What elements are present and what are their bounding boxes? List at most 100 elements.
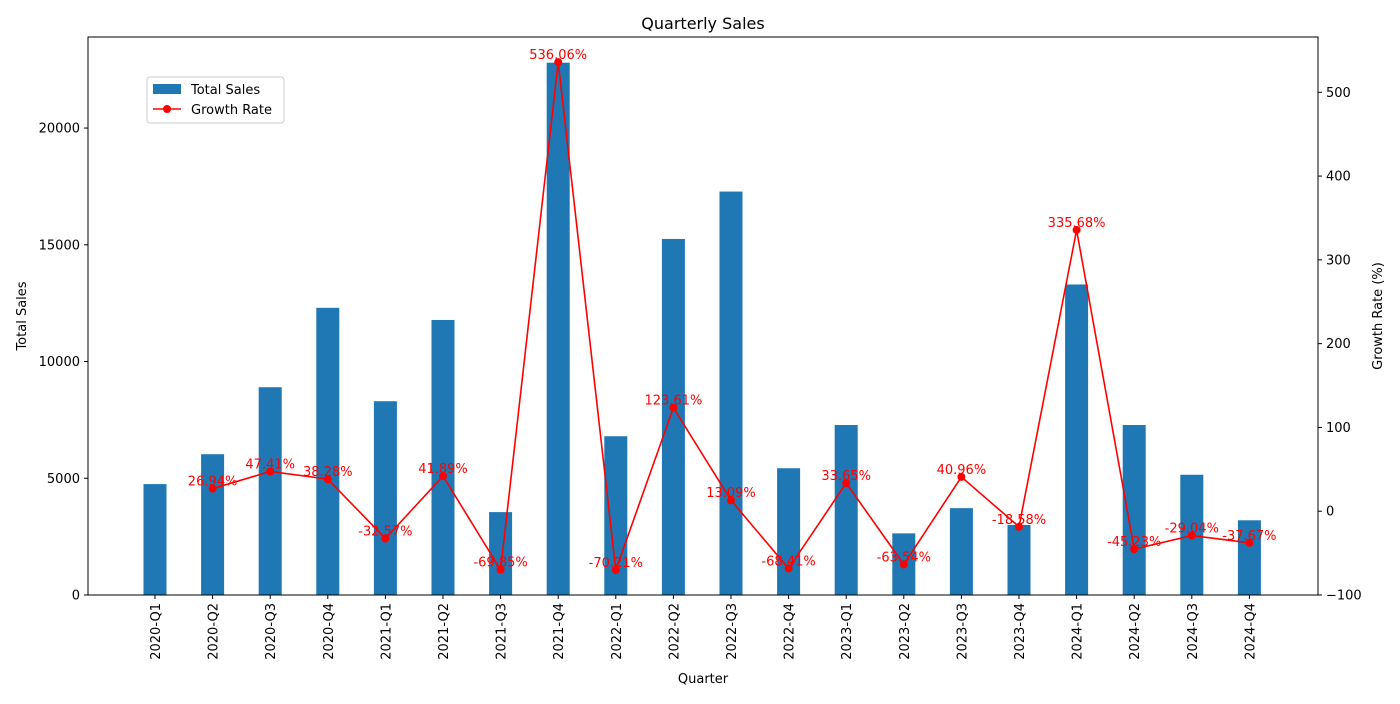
y-left-tick-label: 0 [72, 589, 80, 604]
growth-point [554, 58, 563, 67]
bar [777, 468, 801, 595]
legend-bar-swatch [153, 84, 181, 94]
axes-layer: 0 5000 10000 15000 20000 −100 0 100 200 300 400 500… [39, 36, 1362, 660]
data-label: -70.21% [589, 556, 643, 571]
legend: Total Sales Growth Rate [146, 76, 285, 124]
bar [1007, 524, 1031, 595]
bar [258, 387, 282, 595]
x-tick-label: 2022-Q1 [610, 603, 625, 660]
growth-point [669, 403, 678, 412]
bar [719, 191, 743, 595]
growth-point [381, 534, 390, 543]
bar [431, 319, 455, 595]
growth-point [784, 564, 793, 573]
bar [1065, 284, 1089, 595]
y-right-tick-label: 400 [1326, 170, 1351, 185]
bars-layer [143, 62, 1261, 595]
growth-point [842, 479, 851, 488]
growth-point [1187, 531, 1196, 540]
growth-point [1015, 522, 1023, 531]
data-label: 47.41% [245, 457, 295, 472]
bar [316, 307, 340, 595]
x-tick-label: 2020-Q4 [322, 603, 337, 660]
x-tick-label: 2020-Q2 [207, 603, 222, 660]
data-label: -37.67% [1222, 529, 1276, 544]
bar [949, 508, 973, 595]
data-label: 335.68% [1048, 216, 1106, 231]
plot-frame [87, 36, 1319, 596]
x-tick-label: 2023-Q3 [955, 603, 970, 660]
legend-label-growth-rate: Growth Rate [191, 103, 272, 118]
x-axis-label: Quarter [678, 672, 729, 687]
y-left-tick-label: 15000 [39, 238, 80, 253]
data-label: -32.57% [358, 525, 412, 540]
x-tick-label: 2022-Q3 [725, 603, 740, 660]
growth-point [1130, 545, 1139, 554]
data-label: -63.54% [877, 550, 931, 565]
x-tick-label: 2022-Q4 [783, 603, 798, 660]
x-tick-label: 2020-Q1 [149, 603, 164, 660]
y-right-tick-label: 500 [1326, 86, 1351, 101]
bar [546, 62, 570, 595]
x-tick-label: 2021-Q2 [437, 603, 452, 660]
growth-point [899, 560, 908, 569]
y-right-tick-label: 300 [1326, 253, 1351, 268]
data-label: -45.23% [1107, 535, 1161, 550]
data-label: -29.04% [1165, 522, 1219, 537]
x-tick-label: 2022-Q2 [667, 603, 682, 660]
chart-title: Quarterly Sales [641, 14, 764, 33]
x-tick-label: 2021-Q3 [495, 603, 510, 660]
bar [143, 484, 167, 595]
x-tick-label: 2024-Q1 [1071, 603, 1086, 660]
legend-box [146, 76, 285, 124]
data-label: 123.61% [644, 394, 702, 409]
bar [489, 512, 513, 595]
data-label: 38.28% [303, 465, 353, 480]
line-layer: 26.94% 47.41% 38.28% -32.57% 41.89% -69.85% 53… [188, 48, 1277, 575]
growth-point [208, 484, 217, 493]
growth-point [496, 565, 505, 574]
bar [1237, 520, 1261, 595]
x-tick-label: 2021-Q1 [379, 603, 394, 660]
x-tick-label: 2021-Q4 [552, 603, 567, 660]
y-axis-left-label: Total Sales [15, 281, 30, 351]
bar [834, 425, 858, 595]
x-tick-label: 2024-Q3 [1186, 603, 1201, 660]
growth-point [1245, 538, 1254, 547]
bar [373, 401, 397, 595]
data-label: -68.41% [761, 555, 815, 570]
growth-point [266, 467, 275, 476]
data-label: 33.65% [821, 469, 871, 484]
x-tick-label: 2024-Q4 [1243, 603, 1258, 660]
data-label: 41.89% [418, 462, 468, 477]
data-label: 13.09% [706, 486, 756, 501]
y-right-tick-label: 200 [1326, 337, 1351, 352]
growth-point [323, 475, 332, 484]
y-axis-right-label: Growth Rate (%) [1371, 262, 1386, 370]
legend-label-total-sales: Total Sales [190, 83, 260, 98]
growth-point [611, 566, 620, 575]
x-tick-label: 2023-Q4 [1013, 603, 1028, 660]
legend-line-marker [163, 105, 171, 113]
x-tick-label: 2023-Q2 [898, 603, 913, 660]
bar [201, 454, 225, 595]
y-left-tick-label: 20000 [39, 122, 80, 137]
y-right-tick-label: 0 [1326, 505, 1334, 520]
bar [1122, 425, 1146, 595]
x-tick-label: 2020-Q3 [264, 603, 279, 660]
y-left-tick-label: 5000 [47, 472, 80, 487]
data-label: 536.06% [529, 48, 587, 63]
growth-point [1072, 225, 1081, 234]
y-right-tick-label: 100 [1326, 421, 1351, 436]
data-label: -18.58% [992, 513, 1046, 528]
data-label: 40.96% [937, 463, 987, 478]
growth-point [727, 496, 735, 505]
x-tick-label: 2024-Q2 [1128, 603, 1143, 660]
y-right-tick-label: −100 [1326, 589, 1362, 604]
bar [661, 238, 685, 595]
growth-point [957, 472, 966, 481]
data-label: -69.85% [473, 556, 527, 571]
x-tick-label: 2023-Q1 [840, 603, 855, 660]
